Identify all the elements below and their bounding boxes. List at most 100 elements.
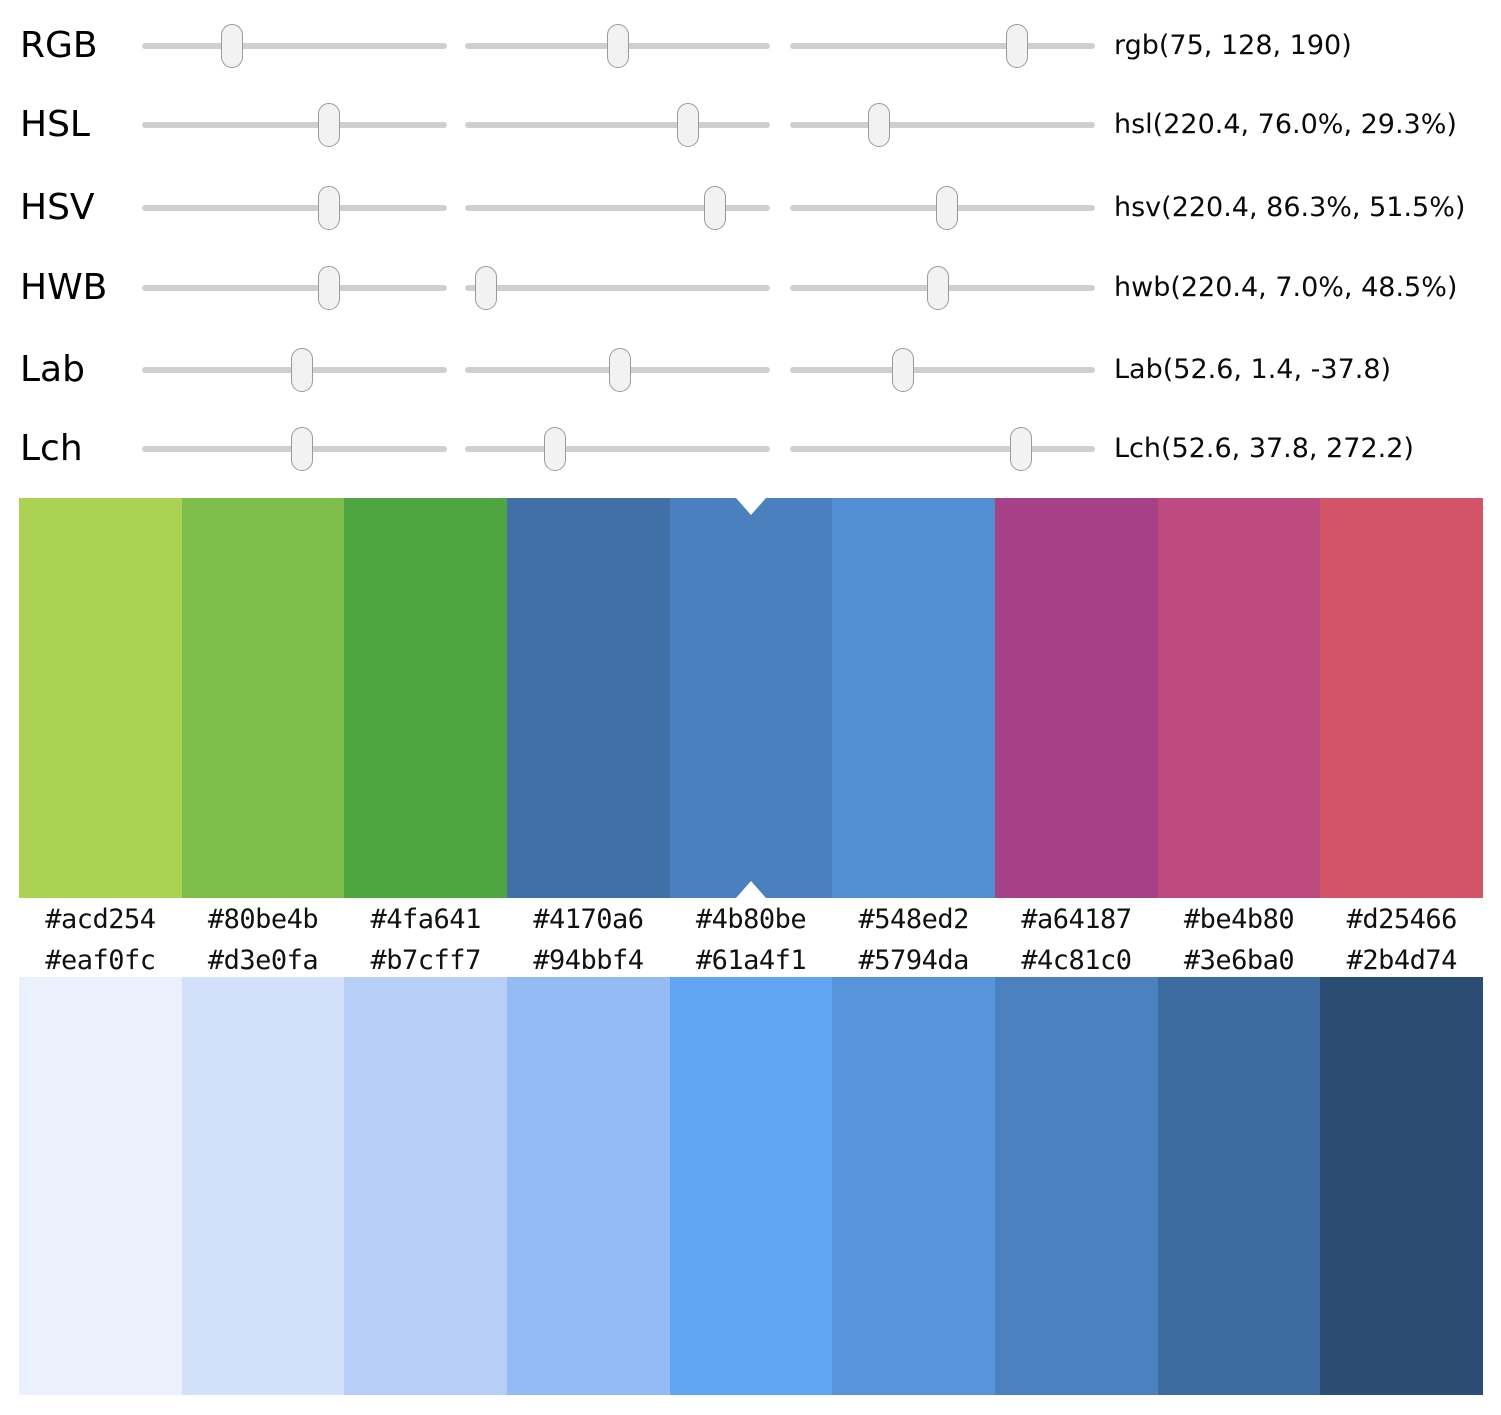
color-swatch[interactable]: [669, 498, 833, 898]
color-swatch[interactable]: [1320, 498, 1484, 898]
hex-label: #61a4f1: [695, 945, 807, 976]
slider-thumb-hsl-saturation[interactable]: [676, 103, 699, 147]
color-value-text-hsv: hsv(220.4, 86.3%, 51.5%): [1114, 192, 1466, 223]
hex-label: #4fa641: [370, 904, 482, 935]
slider-thumb-lch-chroma[interactable]: [543, 427, 566, 471]
slider-hsv-value[interactable]: [790, 178, 1095, 238]
slider-hwb-blackness[interactable]: [790, 258, 1095, 318]
color-swatch[interactable]: [344, 498, 508, 898]
slider-thumb-hsv-hue[interactable]: [317, 186, 340, 230]
hex-label: #94bbf4: [533, 945, 644, 976]
color-swatch[interactable]: [1157, 498, 1321, 898]
hex-label: #d25466: [1346, 904, 1458, 935]
hex-labels-shade-variations: #eaf0fc #d3e0fa #b7cff7 #94bbf4 #61a4f1 #5794…: [19, 941, 1483, 981]
slider-track-hsl-saturation[interactable]: [465, 122, 770, 128]
slider-thumb-hsl-lightness[interactable]: [868, 103, 891, 147]
hex-label: #a64187: [1021, 904, 1132, 935]
hex-label: #4b80be: [695, 904, 807, 935]
hex-labels-hue-variations: #acd254 #80be4b #4fa641 #4170a6 #4b80be #548e…: [19, 900, 1483, 940]
slider-row-label-hwb: HWB: [20, 267, 108, 308]
slider-rgb-blue[interactable]: [790, 16, 1095, 76]
color-swatch[interactable]: [19, 498, 182, 898]
color-swatch[interactable]: [507, 977, 670, 1395]
slider-track-hwb-whiteness[interactable]: [465, 285, 770, 291]
slider-thumb-hsv-saturation[interactable]: [704, 186, 727, 230]
color-swatch[interactable]: [995, 498, 1158, 898]
palette-shade-variations: [19, 977, 1484, 1395]
slider-thumb-lab-a-axis[interactable]: [608, 348, 631, 392]
slider-hwb-whiteness[interactable]: [465, 258, 770, 318]
color-swatch[interactable]: [832, 977, 996, 1395]
slider-lab-b-axis[interactable]: [790, 340, 1095, 400]
color-value-text-lab: Lab(52.6, 1.4, -37.8): [1114, 354, 1392, 385]
selected-marker-bottom-icon: [736, 881, 767, 898]
color-swatch[interactable]: [995, 977, 1158, 1395]
color-swatch[interactable]: [1157, 977, 1321, 1395]
color-swatch[interactable]: [181, 977, 345, 1395]
color-value-text-hsl: hsl(220.4, 76.0%, 29.3%): [1114, 109, 1457, 140]
slider-row-hsl: HSL hsl(220.4, 76.0%, 29.3%): [0, 95, 1501, 155]
palette-hue-variations: [19, 498, 1484, 898]
slider-track-rgb-blue[interactable]: [790, 43, 1095, 49]
hex-label: #be4b80: [1183, 904, 1295, 935]
slider-lab-a-axis[interactable]: [465, 340, 770, 400]
slider-track-hsv-hue[interactable]: [142, 205, 447, 211]
slider-hsl-hue[interactable]: [142, 95, 447, 155]
slider-hsv-saturation[interactable]: [465, 178, 770, 238]
color-swatch[interactable]: [832, 498, 996, 898]
slider-rgb-green[interactable]: [465, 16, 770, 76]
slider-hwb-hue[interactable]: [142, 258, 447, 318]
slider-lch-chroma[interactable]: [465, 419, 770, 479]
hex-label: #4c81c0: [1021, 945, 1132, 976]
slider-row-hwb: HWB hwb(220.4, 7.0%, 48.5%): [0, 258, 1501, 318]
slider-thumb-hsl-hue[interactable]: [317, 103, 340, 147]
color-space-slider-panel: RGB rgb(75, 128, 190) HSL hsl(220.4, 76.0%,…: [0, 0, 1501, 490]
slider-lch-lightness[interactable]: [142, 419, 447, 479]
slider-rgb-red[interactable]: [142, 16, 447, 76]
slider-thumb-rgb-red[interactable]: [220, 24, 243, 68]
slider-thumb-lch-hue[interactable]: [1009, 427, 1032, 471]
slider-row-lch: Lch Lch(52.6, 37.8, 272.2): [0, 419, 1501, 479]
hex-label: #80be4b: [207, 904, 319, 935]
slider-track-lch-hue[interactable]: [790, 446, 1095, 452]
slider-track-hsl-hue[interactable]: [142, 122, 447, 128]
slider-row-hsv: HSV hsv(220.4, 86.3%, 51.5%): [0, 178, 1501, 238]
slider-thumb-lch-lightness[interactable]: [291, 427, 314, 471]
slider-thumb-hwb-whiteness[interactable]: [475, 266, 498, 310]
slider-track-rgb-red[interactable]: [142, 43, 447, 49]
slider-hsv-hue[interactable]: [142, 178, 447, 238]
slider-thumb-lab-b-axis[interactable]: [891, 348, 914, 392]
color-swatch[interactable]: [344, 977, 508, 1395]
slider-lab-lightness[interactable]: [142, 340, 447, 400]
color-swatch[interactable]: [181, 498, 345, 898]
slider-hsl-saturation[interactable]: [465, 95, 770, 155]
color-swatch[interactable]: [669, 977, 833, 1395]
slider-row-label-lab: Lab: [20, 349, 85, 390]
selected-marker-top-icon: [736, 498, 767, 515]
hex-label: #b7cff7: [370, 945, 482, 976]
color-value-text-lch: Lch(52.6, 37.8, 272.2): [1114, 433, 1414, 464]
hex-label: #548ed2: [858, 904, 970, 935]
slider-track-hwb-hue[interactable]: [142, 285, 447, 291]
color-swatch[interactable]: [507, 498, 670, 898]
slider-thumb-hwb-blackness[interactable]: [926, 266, 949, 310]
slider-track-hsl-lightness[interactable]: [790, 122, 1095, 128]
slider-track-hsv-saturation[interactable]: [465, 205, 770, 211]
color-value-text-hwb: hwb(220.4, 7.0%, 48.5%): [1114, 272, 1458, 303]
slider-thumb-rgb-blue[interactable]: [1006, 24, 1029, 68]
slider-thumb-hsv-value[interactable]: [936, 186, 959, 230]
color-swatch[interactable]: [1320, 977, 1484, 1395]
slider-lch-hue[interactable]: [790, 419, 1095, 479]
slider-thumb-hwb-hue[interactable]: [317, 266, 340, 310]
slider-row-lab: Lab Lab(52.6, 1.4, -37.8): [0, 340, 1501, 400]
slider-track-lab-b-axis[interactable]: [790, 367, 1095, 373]
slider-thumb-lab-lightness[interactable]: [291, 348, 314, 392]
slider-hsl-lightness[interactable]: [790, 95, 1095, 155]
slider-track-lch-chroma[interactable]: [465, 446, 770, 452]
slider-thumb-rgb-green[interactable]: [607, 24, 630, 68]
hex-label: #2b4d74: [1346, 945, 1458, 976]
slider-row-label-rgb: RGB: [20, 25, 98, 66]
color-swatch[interactable]: [19, 977, 182, 1395]
hex-label: #5794da: [858, 945, 970, 976]
hex-label: #acd254: [45, 904, 156, 935]
